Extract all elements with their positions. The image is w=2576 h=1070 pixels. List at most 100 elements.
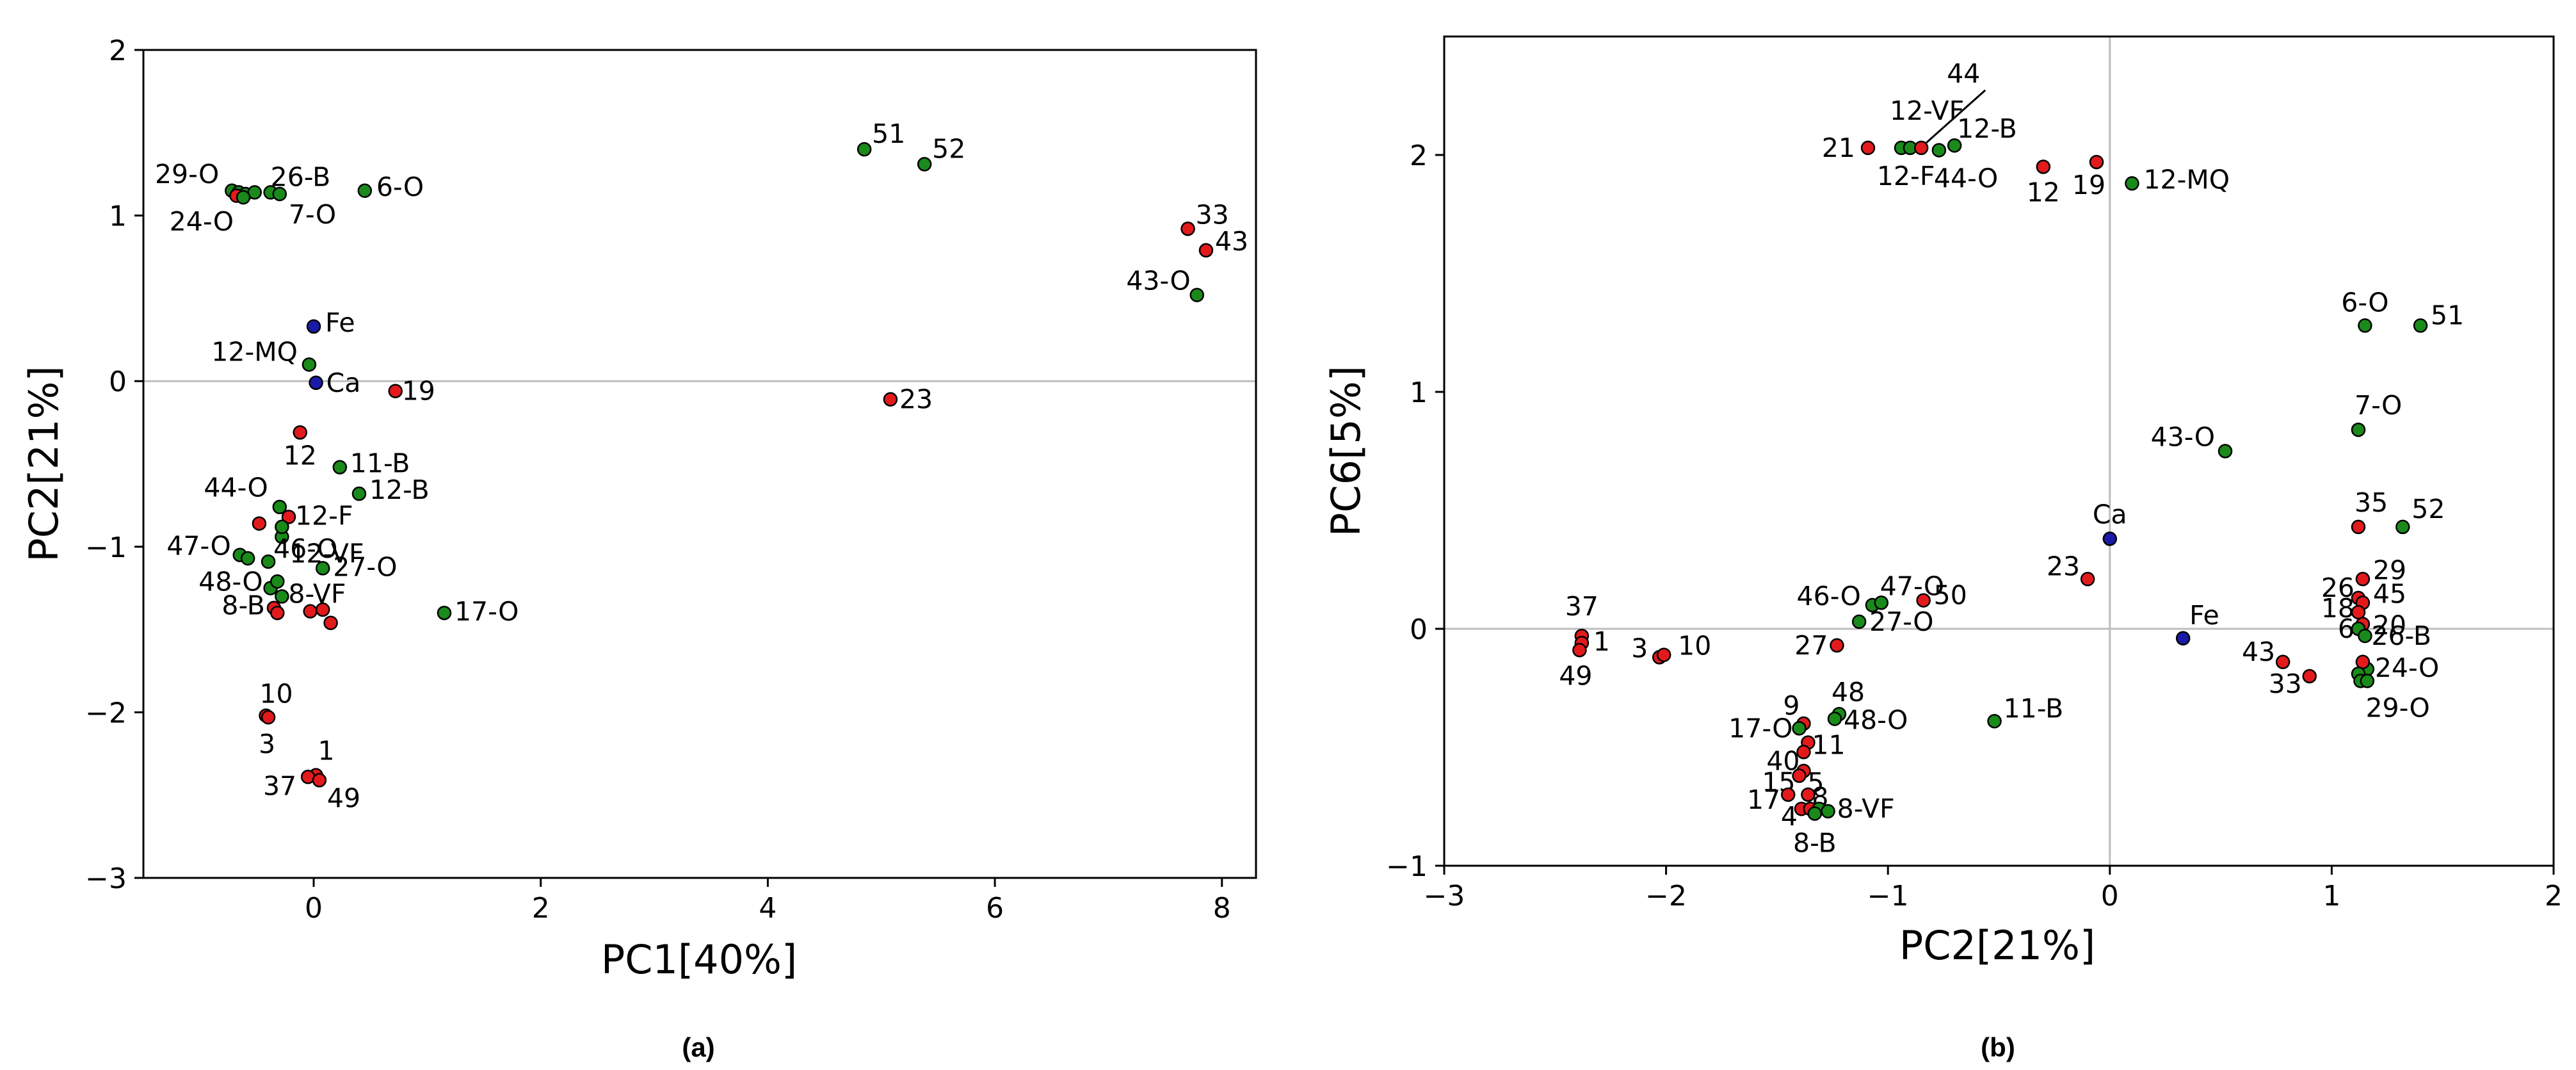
data-point	[2102, 531, 2118, 546]
y-tick-label: 0	[1410, 613, 1428, 646]
point-label: 3	[1631, 633, 1648, 663]
y-tick-label: 1	[109, 200, 127, 233]
point-label: Fe	[2189, 600, 2219, 631]
point-label: 10	[259, 679, 293, 709]
data-point	[315, 561, 330, 576]
annotation-leader-line	[1926, 89, 1986, 144]
y-axis-label: PC2[21%]	[20, 366, 67, 562]
data-point	[261, 554, 276, 569]
point-label: 29-O	[155, 159, 219, 190]
point-label: 1	[1593, 626, 1610, 657]
point-label: 12-MQ	[2143, 164, 2230, 195]
y-axis-label: PC6[5%]	[1323, 366, 1369, 537]
point-label: 47-O	[166, 531, 230, 562]
point-label: 9	[1783, 690, 1799, 721]
data-point	[236, 190, 251, 205]
point-label: 12	[284, 440, 317, 471]
point-label: 3	[259, 729, 275, 759]
point-label: 17-O	[1728, 713, 1792, 743]
data-point	[315, 602, 330, 617]
x-tick-label: 8	[1213, 892, 1231, 925]
data-point	[437, 605, 452, 620]
data-point	[240, 551, 255, 566]
data-point	[2351, 519, 2366, 535]
point-label: 51	[872, 118, 905, 149]
data-point	[2358, 318, 2372, 333]
point-label: 44	[1947, 58, 1980, 89]
data-point	[1874, 596, 1889, 610]
data-point	[332, 460, 348, 474]
plot-frame	[1443, 35, 2555, 867]
data-point	[1796, 745, 1811, 759]
data-point	[1947, 138, 1962, 153]
point-label: 8-B	[1793, 828, 1837, 859]
point-label: Fe	[325, 307, 355, 338]
data-point	[252, 516, 267, 531]
data-point	[1916, 593, 1931, 608]
point-label: 37	[263, 770, 296, 801]
point-label: 11	[1812, 730, 1845, 761]
data-point	[1180, 222, 1195, 236]
point-label: 26	[2321, 572, 2355, 603]
point-label: 8-B	[221, 590, 265, 620]
data-point	[2218, 444, 2233, 458]
data-point	[2413, 318, 2428, 333]
x-tick-label: 2	[532, 892, 550, 925]
point-label: 7-O	[289, 199, 336, 230]
point-label: 50	[1934, 580, 1967, 611]
y-tick-label: −2	[85, 697, 127, 729]
data-point	[2302, 669, 2317, 684]
y-tick-label: 2	[1410, 140, 1428, 172]
data-point	[857, 142, 872, 157]
point-label: 33	[1196, 199, 1229, 230]
data-point	[1198, 243, 1214, 258]
point-label: 23	[2047, 551, 2080, 581]
y-tick-label: −1	[85, 531, 127, 564]
data-point	[2175, 631, 2191, 646]
x-tick-label: 6	[986, 892, 1004, 925]
point-label: 35	[2355, 487, 2388, 518]
data-point	[2089, 154, 2104, 170]
point-label: 43	[1215, 226, 1248, 257]
y-tick-label: −3	[85, 863, 127, 895]
data-point	[1572, 643, 1587, 658]
data-point	[357, 183, 373, 199]
point-label: 48-O	[198, 566, 262, 597]
point-label: 48	[1831, 677, 1865, 708]
data-point	[270, 574, 285, 589]
point-label: 1	[318, 736, 335, 766]
panel-caption: (b)	[1981, 1032, 2015, 1062]
point-label: 12-VF	[1890, 95, 1964, 126]
point-label: 12-F	[295, 500, 353, 531]
x-tick-label: −2	[1645, 880, 1687, 912]
point-label: 24-O	[170, 206, 234, 237]
data-point	[303, 604, 318, 619]
data-point	[1821, 804, 1835, 819]
point-label: 12	[2027, 177, 2060, 208]
point-label: 27-O	[333, 551, 397, 582]
point-label: 46-O	[1797, 581, 1861, 612]
data-point	[272, 499, 287, 514]
point-label: 19	[2072, 170, 2105, 200]
data-point	[1780, 787, 1796, 802]
point-label: 6	[2338, 613, 2355, 644]
x-axis-label: PC1[40%]	[601, 936, 797, 983]
point-label: 12-F	[1877, 161, 1935, 191]
x-tick-label: 1	[2322, 880, 2340, 912]
point-label: 26-B	[2371, 620, 2431, 651]
data-point	[2395, 519, 2410, 535]
data-point	[2360, 674, 2375, 688]
data-point	[1827, 711, 1842, 726]
point-label: 18	[2321, 593, 2355, 624]
data-point	[1189, 288, 1205, 302]
point-label: 17	[1747, 784, 1780, 815]
point-label: 11-B	[2004, 693, 2064, 724]
point-label: 44-O	[204, 473, 268, 503]
data-point	[323, 615, 338, 631]
point-label: 49	[1559, 660, 1592, 691]
data-point	[309, 375, 323, 391]
point-label: 45	[2373, 578, 2406, 609]
data-point	[1807, 806, 1823, 821]
data-point	[1913, 140, 1929, 156]
